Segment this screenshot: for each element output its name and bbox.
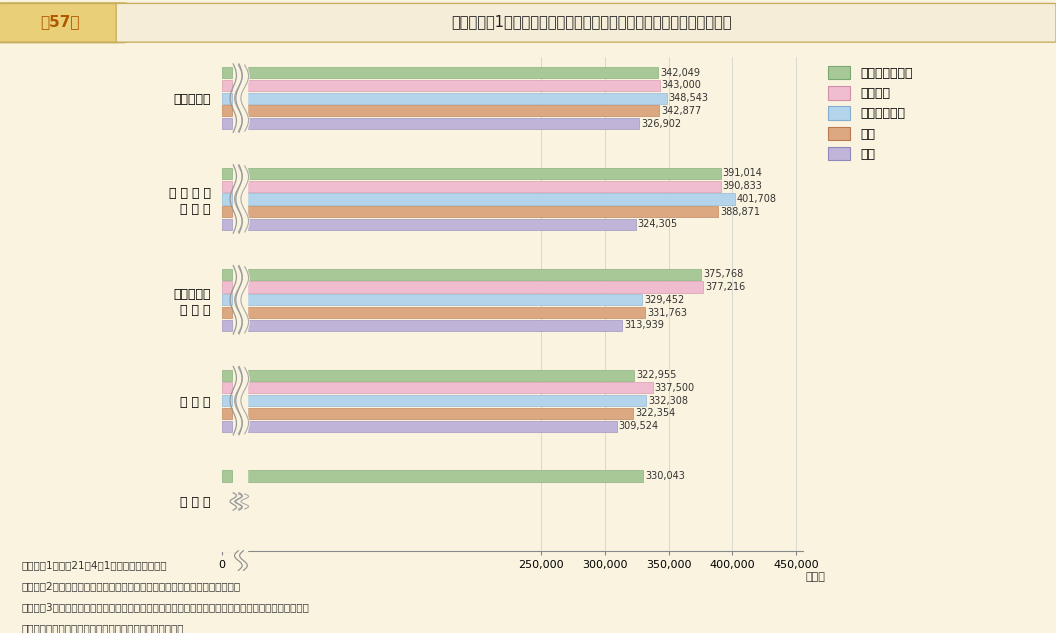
Bar bbox=[222, 118, 232, 129]
Text: 342,877: 342,877 bbox=[661, 106, 701, 116]
Text: （円）: （円） bbox=[805, 572, 825, 582]
Bar bbox=[222, 408, 232, 419]
Text: 2　「都市」には、中核市、特例市を含む（政令指定都市を除く）。: 2 「都市」には、中核市、特例市を含む（政令指定都市を除く）。 bbox=[21, 581, 241, 591]
Bar bbox=[222, 219, 232, 230]
Bar bbox=[222, 80, 232, 91]
Text: 313,939: 313,939 bbox=[624, 320, 664, 330]
Text: 332,308: 332,308 bbox=[648, 396, 687, 406]
Text: 中学校教育職」には、幼稚園教育職を含む。: 中学校教育職」には、幼稚園教育職を含む。 bbox=[21, 623, 184, 633]
Bar bbox=[222, 92, 666, 104]
Text: 337,500: 337,500 bbox=[655, 383, 695, 393]
Bar bbox=[222, 268, 232, 280]
Bar bbox=[222, 395, 646, 406]
Bar bbox=[222, 382, 653, 394]
Bar bbox=[222, 382, 232, 394]
Bar bbox=[222, 320, 622, 331]
Text: 322,354: 322,354 bbox=[635, 408, 676, 418]
Bar bbox=[222, 370, 634, 380]
Bar bbox=[222, 180, 720, 192]
Legend: 全地方公共団体, 都道府県, 政令指定都市, 都市, 町村: 全地方公共団体, 都道府県, 政令指定都市, 都市, 町村 bbox=[821, 58, 921, 168]
Text: 348,543: 348,543 bbox=[668, 93, 709, 103]
Text: 331,763: 331,763 bbox=[647, 308, 687, 318]
Text: 3　「高等学校教育職」には、専修学校、各種学校及び特別支援学校の教育職を含み、「小・: 3 「高等学校教育職」には、専修学校、各種学校及び特別支援学校の教育職を含み、「… bbox=[21, 602, 309, 612]
Bar bbox=[222, 193, 232, 204]
Bar bbox=[222, 105, 232, 116]
Text: 地方公務員1人当たり平均給料月額（普通会計、団体種類別、職種別）: 地方公務員1人当たり平均給料月額（普通会計、団体種類別、職種別） bbox=[451, 15, 732, 29]
Text: 309,524: 309,524 bbox=[619, 421, 659, 431]
Bar bbox=[222, 268, 701, 280]
Bar bbox=[222, 168, 721, 179]
FancyBboxPatch shape bbox=[0, 3, 127, 42]
Text: 326,902: 326,902 bbox=[641, 118, 681, 128]
Text: 343,000: 343,000 bbox=[661, 80, 701, 91]
Text: 342,049: 342,049 bbox=[660, 68, 700, 78]
Bar bbox=[222, 282, 232, 292]
Bar bbox=[222, 168, 232, 179]
Text: 377,216: 377,216 bbox=[705, 282, 746, 292]
Bar bbox=[222, 294, 232, 305]
Bar bbox=[222, 118, 639, 129]
Bar bbox=[222, 408, 634, 419]
Bar bbox=[222, 294, 642, 305]
Bar bbox=[222, 420, 617, 432]
Bar bbox=[222, 80, 660, 91]
Text: （注）　1　平成21年4月1日現在の額である。: （注） 1 平成21年4月1日現在の額である。 bbox=[21, 560, 167, 570]
Bar bbox=[222, 206, 718, 217]
Bar bbox=[222, 92, 232, 104]
Bar bbox=[222, 320, 232, 331]
Bar bbox=[222, 420, 232, 432]
Text: 329,452: 329,452 bbox=[644, 295, 684, 304]
Text: 330,043: 330,043 bbox=[645, 471, 685, 481]
Bar bbox=[222, 67, 232, 78]
FancyBboxPatch shape bbox=[116, 3, 1056, 42]
Bar bbox=[222, 105, 659, 116]
Text: 324,305: 324,305 bbox=[638, 220, 678, 229]
Text: 388,871: 388,871 bbox=[720, 207, 760, 216]
Text: 322,955: 322,955 bbox=[636, 370, 676, 380]
Bar bbox=[222, 307, 232, 318]
Bar bbox=[222, 395, 232, 406]
Text: 第57図: 第57図 bbox=[40, 15, 80, 29]
Bar bbox=[222, 180, 232, 192]
Text: 401,708: 401,708 bbox=[736, 194, 776, 204]
Text: 390,833: 390,833 bbox=[722, 181, 762, 191]
Bar bbox=[222, 67, 658, 78]
Bar bbox=[222, 206, 232, 217]
Bar bbox=[222, 370, 232, 380]
Bar bbox=[222, 219, 636, 230]
Bar bbox=[222, 470, 643, 482]
Bar bbox=[222, 193, 735, 204]
Text: 375,768: 375,768 bbox=[703, 269, 743, 279]
Bar bbox=[222, 282, 703, 292]
Bar bbox=[222, 470, 232, 482]
Text: 391,014: 391,014 bbox=[722, 168, 762, 179]
Bar bbox=[222, 307, 645, 318]
